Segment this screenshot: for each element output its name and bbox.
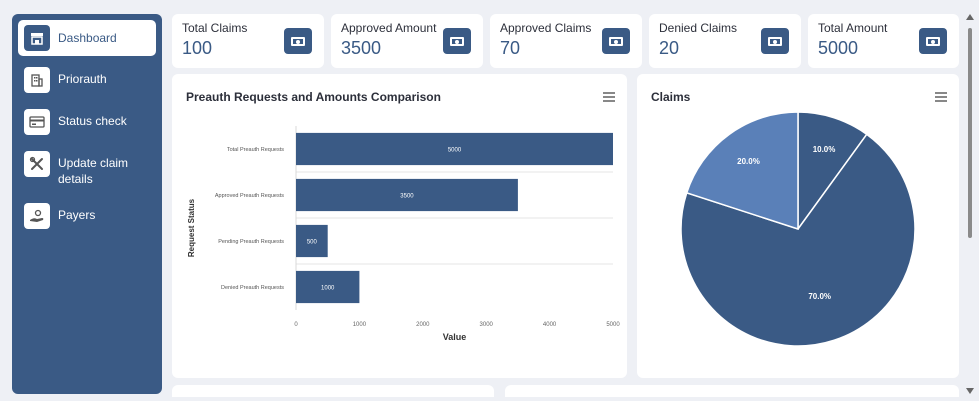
sidebar-item-status-check[interactable]: Status check <box>18 104 156 140</box>
bar <box>296 178 518 212</box>
pie-chart: 10.0% 70.0% 20.0% <box>680 111 916 347</box>
hand-coin-icon <box>24 203 50 229</box>
scroll-up-icon[interactable] <box>966 14 974 20</box>
cash-icon <box>919 28 947 54</box>
kpi-title: Total Amount <box>818 21 888 35</box>
sidebar-item-label: Dashboard <box>58 31 117 45</box>
pie-data-label: 20.0% <box>737 157 760 166</box>
pie-data-label: 70.0% <box>808 292 831 301</box>
kpi-value: 100 <box>182 38 213 58</box>
kpi-value: 3500 <box>341 38 382 58</box>
building-icon <box>24 67 50 93</box>
x-tick-label: 4000 <box>543 322 557 328</box>
menu-icon[interactable] <box>935 92 947 102</box>
sidebar-item-dashboard[interactable]: Dashboard <box>18 20 156 56</box>
bar <box>296 132 613 166</box>
sidebar-item-label: Payers <box>58 208 96 222</box>
y-tick-label: Total Preauth Requests <box>227 147 284 153</box>
cash-icon <box>761 28 789 54</box>
bar-data-label: 500 <box>307 240 318 246</box>
bar-data-label: 3500 <box>400 194 414 200</box>
sidebar-item-update-claim-details[interactable]: Update claim details <box>18 146 156 192</box>
y-tick-label: Approved Preauth Requests <box>215 193 284 199</box>
lower-card <box>505 385 959 397</box>
cash-icon <box>443 28 471 54</box>
pie-slice <box>685 111 799 231</box>
x-tick-label: 2000 <box>416 322 430 328</box>
x-tick-label: 1000 <box>353 322 367 328</box>
bar <box>296 224 328 258</box>
store-icon <box>24 25 50 51</box>
bar-data-label: 5000 <box>448 148 462 154</box>
y-tick-label: Pending Preauth Requests <box>218 239 284 245</box>
card-icon <box>24 109 50 135</box>
x-tick-label: 5000 <box>606 322 620 328</box>
kpi-value: 5000 <box>818 38 859 58</box>
pie-chart-title: Claims <box>651 90 691 104</box>
x-tick-label: 0 <box>294 322 298 328</box>
lower-card <box>172 385 494 397</box>
kpi-total-amount: Total Amount 5000 <box>808 14 959 68</box>
y-tick-label: Denied Preauth Requests <box>221 285 284 291</box>
cash-icon <box>602 28 630 54</box>
bar <box>296 270 360 304</box>
cash-icon <box>284 28 312 54</box>
kpi-approved-claims: Approved Claims 70 <box>490 14 642 68</box>
kpi-row: Total Claims 100 Approved Amount 3500 Ap… <box>172 14 959 68</box>
scrollbar-thumb[interactable] <box>968 28 972 238</box>
y-axis-label: Request Status <box>187 198 196 257</box>
bar-chart-title: Preauth Requests and Amounts Comparison <box>186 90 441 104</box>
pie-chart-card: Claims 10.0% 70.0% 20.0% <box>637 74 959 378</box>
kpi-title: Total Claims <box>182 21 248 35</box>
x-tick-label: 3000 <box>480 322 494 328</box>
sidebar-item-label: Status check <box>58 114 127 128</box>
sidebar-item-payers[interactable]: Payers <box>18 198 156 234</box>
pie-data-label: 10.0% <box>813 145 836 154</box>
kpi-title: Denied Claims <box>659 21 738 35</box>
pie-slice <box>680 133 916 347</box>
menu-icon[interactable] <box>603 92 615 102</box>
sidebar: Dashboard Priorauth Status check Update … <box>12 14 162 394</box>
kpi-value: 70 <box>500 38 521 58</box>
bar-chart-card: Preauth Requests and Amounts Comparison … <box>172 74 627 378</box>
x-axis-label: Value <box>443 332 467 342</box>
sidebar-item-priorauth[interactable]: Priorauth <box>18 62 156 98</box>
pie-slice <box>797 111 868 232</box>
scroll-down-icon[interactable] <box>966 388 974 394</box>
kpi-denied-claims: Denied Claims 20 <box>649 14 801 68</box>
bar-data-label: 1000 <box>321 286 335 292</box>
kpi-approved-amount: Approved Amount 3500 <box>331 14 483 68</box>
kpi-title: Approved Amount <box>341 21 437 35</box>
sidebar-item-label: Update claim details <box>58 156 129 186</box>
tools-icon <box>24 151 50 177</box>
sidebar-item-label: Priorauth <box>58 72 107 86</box>
kpi-title: Approved Claims <box>500 21 592 35</box>
kpi-value: 20 <box>659 38 680 58</box>
kpi-total-claims: Total Claims 100 <box>172 14 324 68</box>
scrollbar[interactable] <box>965 14 975 396</box>
